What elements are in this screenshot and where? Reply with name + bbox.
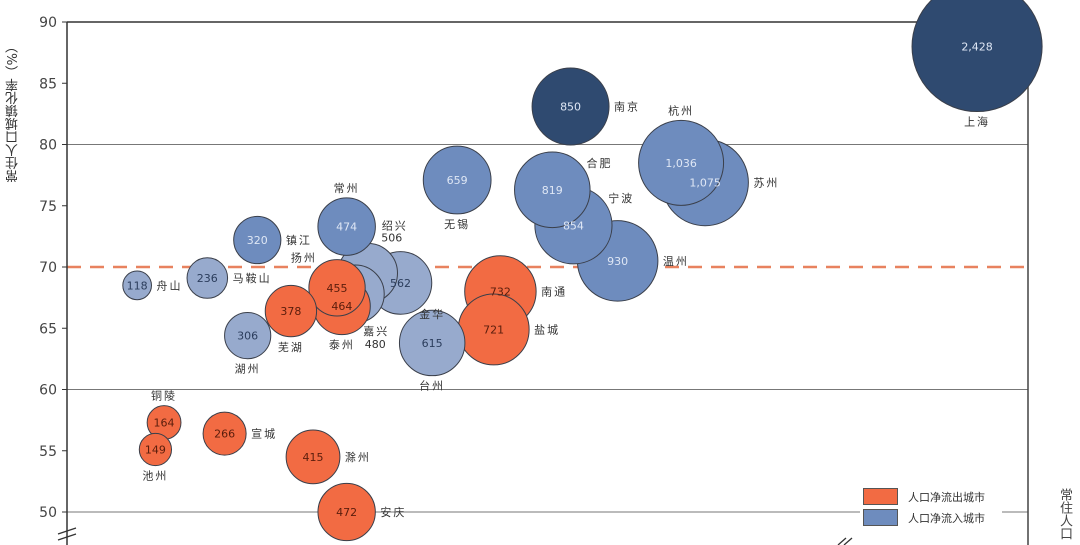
bubble-value-label: 854 [563, 219, 584, 232]
y-tick-label: 60 [39, 383, 57, 399]
bubble-镇江 [233, 215, 282, 265]
city-label: 湖州 [235, 363, 261, 376]
bubble-value-label: 506 [381, 231, 402, 244]
city-label: 舟山 [156, 278, 182, 292]
y-tick-label: 75 [39, 199, 57, 215]
y-tick-label: 80 [39, 138, 57, 154]
bubble-湖州 [224, 312, 272, 360]
city-label: 无锡 [444, 217, 470, 231]
city-label: 绍兴 [382, 218, 408, 232]
bubble-value-label: 149 [145, 444, 166, 457]
y-tick-label: 85 [39, 76, 57, 92]
y-axis-label: 常住人口城镇化率（%） [6, 40, 21, 183]
bubble-杭州 [638, 119, 725, 206]
bubble-value-label: 306 [237, 330, 258, 343]
y-tick-label: 90 [39, 15, 57, 31]
bubble-value-label: 474 [336, 221, 357, 234]
bubble-value-label: 721 [483, 323, 504, 336]
bubble-安庆 [317, 482, 376, 542]
bubble-value-label: 320 [247, 234, 268, 247]
bubble-value-label: 266 [214, 428, 235, 441]
x-axis-label-cut: 常住人口 [1057, 488, 1072, 540]
y-tick-label: 70 [39, 260, 57, 276]
city-label: 泰州 [329, 338, 355, 352]
bubble-常州 [317, 197, 376, 256]
legend-item-outflow: 人口净流出城市 [860, 486, 1002, 507]
city-label: 镇江 [286, 233, 312, 247]
city-label: 安庆 [380, 505, 406, 519]
city-label: 苏州 [753, 176, 779, 189]
bubble-无锡 [422, 145, 492, 215]
city-label: 南京 [614, 100, 640, 114]
bubble-value-label: 472 [336, 506, 357, 519]
city-label: 杭州 [668, 103, 694, 117]
bubble-舟山 [122, 270, 152, 301]
legend-item-inflow: 人口净流入城市 [860, 507, 1002, 528]
bubble-宣城 [202, 411, 247, 456]
bubble-value-label: 2,428 [961, 41, 993, 54]
city-label: 宁波 [608, 191, 634, 205]
bubble-台州 [398, 309, 466, 377]
axis-break-icon [837, 537, 853, 545]
bubble-value-label: 164 [154, 417, 175, 430]
city-label: 宣城 [251, 427, 277, 441]
legend-label: 人口净流入城市 [908, 511, 985, 525]
city-label: 池州 [142, 470, 168, 483]
city-label: 合肥 [587, 156, 613, 170]
legend: 人口净流出城市 人口净流入城市 [860, 486, 1002, 528]
bubble-value-label: 659 [447, 174, 468, 187]
legend-swatch-inflow [863, 509, 898, 526]
bubble-池州 [138, 432, 173, 467]
bubble-value-label: 455 [327, 282, 348, 295]
city-label: 盐城 [534, 323, 560, 336]
bubble-value-label: 415 [303, 451, 324, 464]
bubble-value-label: 850 [560, 101, 581, 114]
city-label: 上海 [964, 115, 990, 129]
bubble-value-label: 930 [607, 255, 628, 268]
city-label: 金华 [419, 307, 445, 321]
bubble-南京 [531, 67, 610, 146]
bubble-马鞍山 [186, 257, 229, 299]
city-label: 温州 [663, 255, 689, 268]
legend-swatch-outflow [863, 488, 898, 505]
axis-break-icon [57, 527, 77, 541]
bubble-value-label: 378 [280, 305, 301, 318]
bubble-value-label: 562 [390, 277, 411, 290]
bubble-value-label: 1,036 [665, 157, 697, 170]
city-label: 芜湖 [278, 340, 304, 354]
city-label: 滁州 [345, 450, 371, 464]
legend-label: 人口净流出城市 [908, 490, 985, 504]
city-label: 马鞍山 [233, 271, 272, 285]
y-tick-label: 65 [39, 321, 57, 337]
bubble-合肥 [514, 151, 591, 229]
city-label: 铜陵 [151, 389, 177, 403]
bubble-value-label: 1,075 [689, 176, 721, 189]
city-label: 扬州 [291, 251, 317, 265]
y-tick-label: 55 [39, 444, 57, 460]
y-tick-label: 50 [39, 505, 57, 521]
city-label: 南通 [541, 286, 567, 299]
bubble-扬州 [308, 259, 366, 317]
bubble-value-label: 615 [422, 337, 443, 350]
bubble-上海 [911, 0, 1043, 113]
bubble-芜湖 [264, 284, 318, 338]
bubble-value-label: 819 [542, 184, 563, 197]
bubble-滁州 [285, 429, 341, 485]
bubble-value-label: 236 [197, 272, 218, 285]
city-label: 嘉兴 [363, 324, 389, 338]
bubble-value-label: 464 [331, 300, 352, 313]
city-label: 台州 [419, 379, 445, 393]
bubble-value-label: 732 [490, 286, 511, 299]
city-label: 常州 [334, 182, 360, 195]
bubble-value-label: 480 [365, 338, 386, 351]
bubble-value-label: 118 [127, 279, 148, 292]
